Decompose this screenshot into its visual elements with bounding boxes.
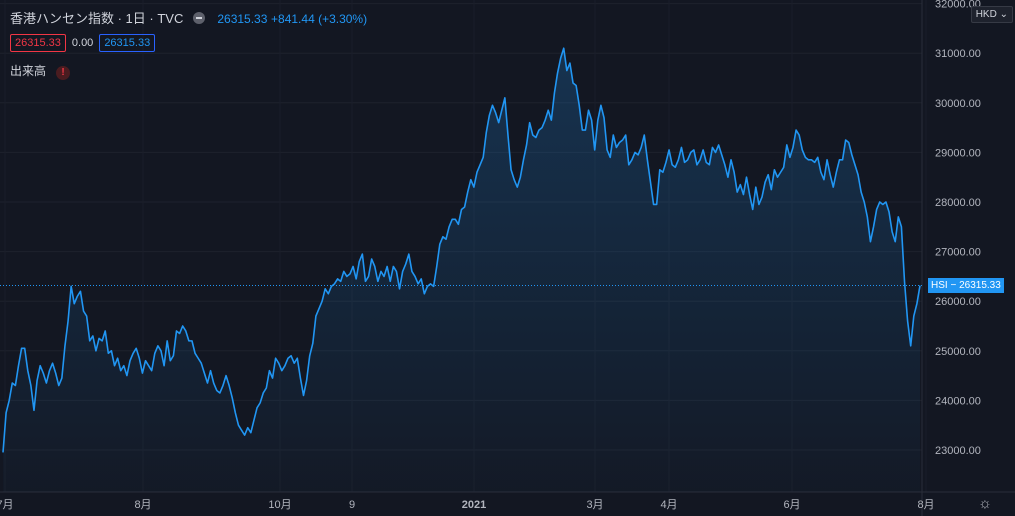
x-tick-label: 8月 — [917, 499, 934, 511]
y-tick-label: 23000.00 — [935, 445, 981, 457]
y-tick-label: 28000.00 — [935, 197, 981, 209]
legend-mid-value: 0.00 — [71, 37, 94, 49]
price-area-fill — [3, 48, 920, 493]
chart-legend: 香港ハンセン指数 · 1日 · TVC 26315.33 +841.44 (+3.… — [10, 8, 367, 27]
chevron-down-icon: ⌄ — [999, 9, 1008, 20]
y-tick-label: 27000.00 — [935, 247, 981, 259]
legend-close-box: 26315.33 — [99, 34, 156, 52]
x-tick-label: 9 — [349, 499, 355, 511]
y-tick-label: 26000.00 — [935, 296, 981, 308]
x-tick-label: 8月 — [134, 499, 151, 511]
y-tick-label: 24000.00 — [935, 395, 981, 407]
price-line — [2, 47, 921, 453]
currency-label: HKD — [975, 9, 997, 20]
y-tick-label: 30000.00 — [935, 98, 981, 110]
gear-icon[interactable]: ☼ — [978, 495, 992, 512]
price-tag-symbol: HSI — [931, 280, 948, 292]
y-tick-label: 25000.00 — [935, 346, 981, 358]
x-tick-label: 3月 — [586, 499, 603, 511]
y-tick-label: 31000.00 — [935, 48, 981, 60]
price-axis[interactable]: 23000.00 24000.00 25000.00 26000.00 27000.00… — [935, 0, 981, 457]
legend-values-row: 26315.33 0.00 26315.33 — [10, 34, 156, 52]
x-tick-label: 7月 — [0, 499, 14, 511]
symbol-title[interactable]: 香港ハンセン指数 · 1日 · TVC — [10, 11, 184, 26]
x-tick-label: 4月 — [660, 499, 677, 511]
x-tick-label: 2021 — [462, 499, 486, 511]
last-price-tag: HSI − 26315.33 — [928, 278, 1004, 294]
x-tick-label: 6月 — [783, 499, 800, 511]
volume-legend: 出来高! — [10, 62, 71, 80]
y-tick-label: 32000.00 — [935, 0, 981, 11]
legend-open-box: 26315.33 — [10, 34, 66, 52]
price-tag-value: 26315.33 — [959, 280, 1001, 292]
legend-last-price: 26315.33 — [217, 12, 268, 26]
x-tick-label: 10月 — [268, 499, 291, 511]
y-tick-label: 29000.00 — [935, 147, 981, 159]
minus-circle-icon[interactable] — [193, 12, 206, 24]
warning-icon[interactable]: ! — [56, 66, 71, 80]
time-axis[interactable]: 7月 8月 10月 9 2021 3月 4月 6月 8月 — [0, 499, 935, 511]
legend-change: +841.44 (+3.30%) — [271, 12, 368, 26]
currency-selector[interactable]: HKD ⌄ — [970, 6, 1013, 23]
volume-label[interactable]: 出来高 — [10, 64, 47, 78]
